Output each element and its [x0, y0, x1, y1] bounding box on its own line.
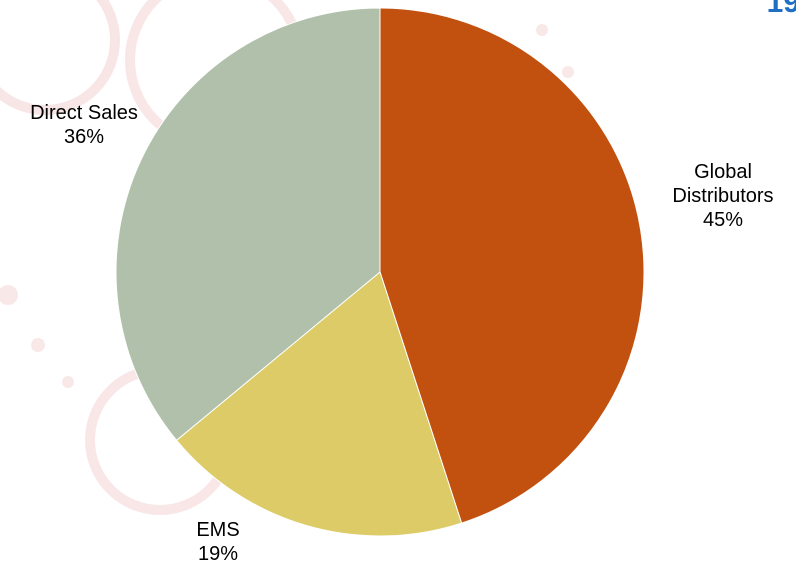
decor-dot	[536, 24, 548, 36]
pie-slice-global-distributors	[379, 7, 645, 524]
slice-label-ems: EMS 19%	[168, 518, 268, 566]
slice-value-label: 36%	[63, 126, 105, 148]
decor-dot	[135, 15, 145, 25]
pie-slice-ems	[175, 271, 463, 537]
page-number: 19	[766, 0, 796, 19]
slice-category-label: EMS	[196, 519, 240, 541]
slice-category-label: Global Distributors	[672, 161, 774, 207]
decor-dot	[31, 338, 45, 352]
slice-label-direct-sales: Direct Sales 36%	[0, 101, 168, 149]
decor-dot	[562, 66, 574, 78]
slice-label-global-distributors: Global Distributors 45%	[648, 160, 796, 232]
pie-slice-direct-sales	[115, 7, 381, 441]
decor-dot	[0, 285, 18, 305]
decor-dot	[62, 376, 74, 388]
pie-slices	[115, 7, 645, 537]
slice-value-label: 45%	[702, 209, 744, 231]
slice-category-label: Direct Sales	[30, 102, 138, 124]
slice-value-label: 19%	[197, 543, 239, 565]
decor-ring	[0, 0, 120, 115]
